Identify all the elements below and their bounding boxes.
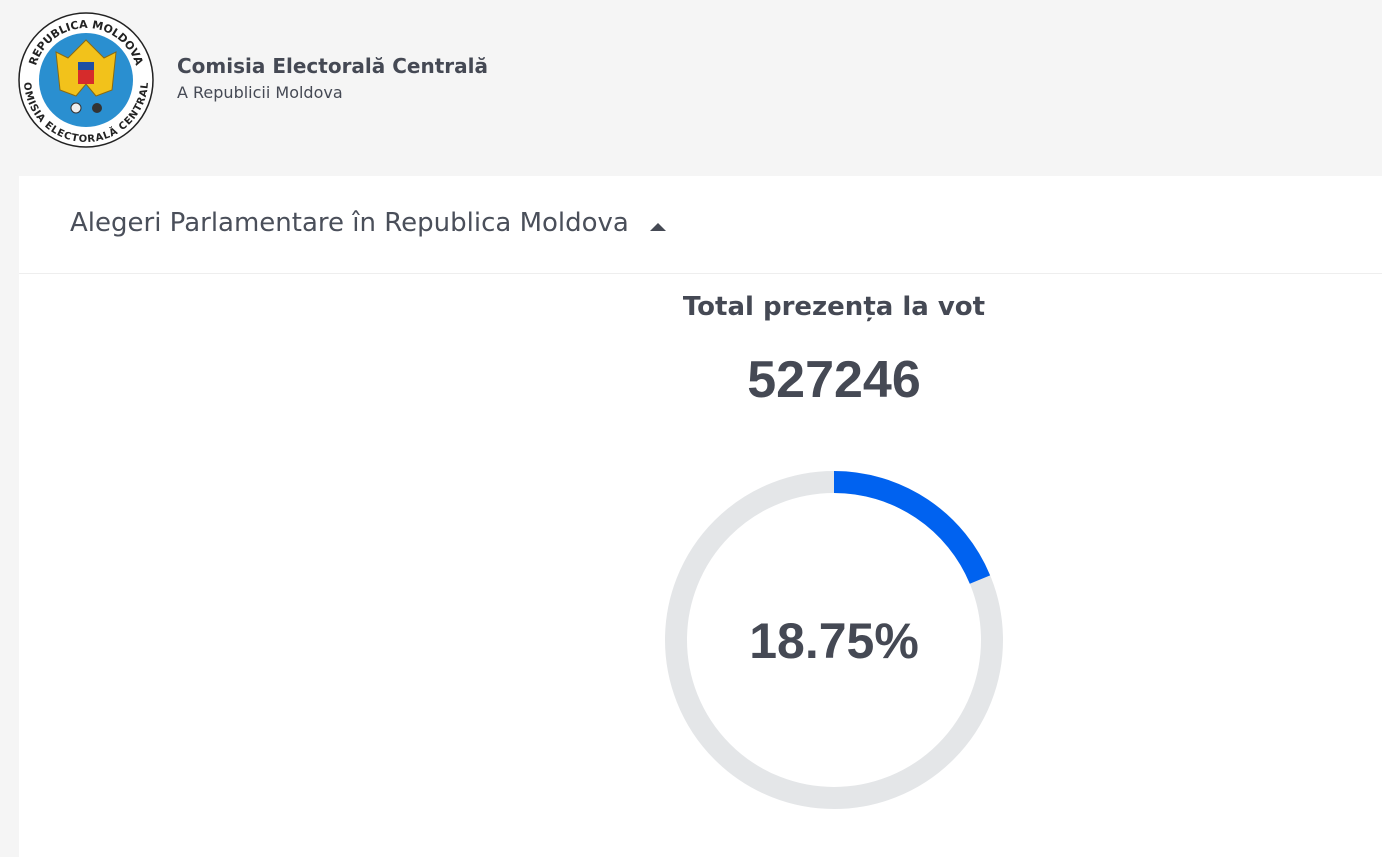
site-subtitle: A Republicii Moldova [177,83,343,102]
panel-title[interactable]: Alegeri Parlamentare în Republica Moldov… [70,208,629,238]
panel-header[interactable]: Alegeri Parlamentare în Republica Moldov… [19,176,1382,274]
collapse-caret[interactable] [649,221,667,233]
turnout-label: Total prezența la vot [683,292,985,322]
logo: REPUBLICA MOLDOVA COMISIA ELECTORALĂ CEN… [0,0,154,148]
gauge-arc [833,471,991,584]
turnout-percent: 18.75% [749,613,919,669]
turnout-total: 527246 [747,351,921,409]
panel: Alegeri Parlamentare în Republica Moldov… [19,176,1382,857]
site-title: Comisia Electorală Centrală [177,54,488,78]
turnout-chart: Total prezența la vot 527246 18.75% [665,292,1003,809]
